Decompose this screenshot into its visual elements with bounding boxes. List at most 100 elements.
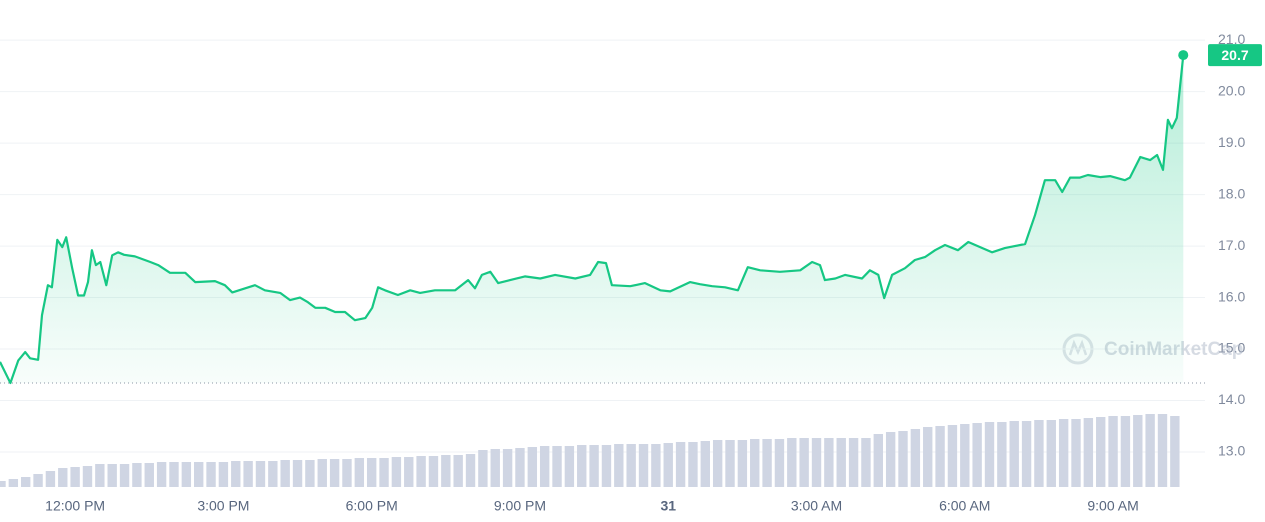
volume-bar — [45, 471, 56, 487]
volume-bar — [107, 464, 117, 487]
y-tick-label: 16.0 — [1218, 288, 1245, 304]
volume-bar — [601, 445, 612, 487]
volume-bar — [465, 454, 476, 487]
volume-bar — [379, 458, 389, 487]
volume-bar — [935, 426, 945, 487]
y-tick-label: 20.0 — [1218, 82, 1245, 98]
volume-bar — [564, 446, 575, 487]
volume-bar — [156, 462, 167, 487]
volume-bar — [317, 459, 327, 487]
volume-bar — [193, 462, 204, 487]
volume-bar — [737, 440, 748, 487]
volume-bar — [1009, 421, 1019, 487]
volume-bar — [391, 457, 402, 487]
volume-bar — [8, 479, 19, 487]
volume-bar — [1157, 414, 1168, 487]
volume-bar — [21, 477, 31, 487]
volume-bar — [255, 461, 266, 487]
x-tick-label: 6:00 PM — [346, 498, 398, 514]
volume-bar — [95, 464, 105, 487]
volume-bar — [626, 444, 636, 487]
volume-bar — [651, 444, 661, 487]
volume-bar — [787, 438, 797, 487]
volume-bar — [119, 464, 130, 487]
y-tick-label: 13.0 — [1218, 443, 1245, 459]
volume-bar — [82, 466, 93, 487]
volume-bar — [243, 461, 253, 487]
volume-bar — [404, 457, 414, 487]
volume-bar — [354, 458, 365, 487]
x-tick-label: 3:00 AM — [791, 498, 842, 514]
price-tag — [1208, 44, 1262, 67]
volume-bar — [638, 444, 649, 487]
volume-bar — [70, 467, 80, 487]
volume-bar — [923, 427, 933, 487]
volume-bar — [688, 442, 698, 487]
volume-bar — [342, 459, 352, 487]
last-point — [1178, 50, 1189, 61]
x-tick-label: 12:00 PM — [45, 498, 105, 514]
y-tick-label: 19.0 — [1218, 134, 1245, 150]
volume-bar — [1058, 419, 1069, 487]
volume-bar — [750, 439, 760, 487]
y-tick-label: 17.0 — [1218, 237, 1245, 253]
volume-bar — [910, 429, 921, 487]
volume-bar — [774, 439, 785, 487]
volume-bar — [268, 461, 278, 487]
volume-bar — [218, 462, 229, 487]
volume-bar — [144, 463, 154, 487]
volume-bar — [490, 449, 500, 487]
volume-bar — [1145, 414, 1155, 487]
volume-bar — [206, 462, 216, 487]
x-tick-label: 31 — [660, 498, 676, 514]
volume-bar — [1108, 416, 1118, 487]
y-tick-label: 21.0 — [1218, 31, 1245, 47]
volume-bar — [58, 468, 68, 487]
volume-bar — [848, 438, 859, 487]
volume-bar — [947, 425, 958, 487]
volume-bar — [984, 422, 995, 487]
volume-bar — [1034, 420, 1044, 487]
volume-bar — [972, 423, 982, 487]
volume-bar — [762, 439, 772, 487]
volume-bar — [836, 438, 846, 487]
volume-bar — [428, 456, 439, 487]
price-area — [0, 55, 1184, 384]
volume-bar — [885, 432, 896, 487]
x-tick-label: 3:00 PM — [197, 498, 249, 514]
volume-bar — [589, 445, 599, 487]
volume-bar — [1071, 419, 1081, 487]
volume-bar — [614, 444, 624, 487]
volume-bar — [169, 462, 179, 487]
volume-bar — [1170, 416, 1180, 487]
y-tick-label: 14.0 — [1218, 391, 1245, 407]
volume-bar — [292, 460, 303, 487]
volume-bar — [663, 443, 673, 487]
x-tick-label: 9:00 PM — [494, 498, 546, 514]
volume-bar — [811, 438, 822, 487]
volume-bar — [898, 431, 908, 487]
volume-bar — [539, 446, 550, 487]
volume-bar — [515, 448, 525, 487]
volume-bar — [478, 450, 488, 487]
volume-bar — [1083, 418, 1094, 487]
volume-bar — [366, 458, 377, 487]
volume-bar — [329, 459, 340, 487]
price-tag-label: 20.7 — [1221, 47, 1248, 63]
volume-bar — [416, 456, 426, 487]
volume-bar — [181, 462, 192, 487]
volume-bar — [33, 474, 43, 487]
volume-bar — [700, 441, 711, 487]
volume-bar — [824, 438, 834, 487]
volume-bar — [441, 455, 451, 487]
volume-bar — [502, 449, 513, 487]
volume-bar — [577, 445, 587, 487]
volume-bar — [231, 461, 241, 487]
y-tick-label: 18.0 — [1218, 185, 1245, 201]
x-tick-label: 6:00 AM — [939, 498, 990, 514]
volume-bar — [280, 460, 290, 487]
x-tick-label: 9:00 AM — [1087, 498, 1138, 514]
volume-bar — [453, 455, 463, 487]
